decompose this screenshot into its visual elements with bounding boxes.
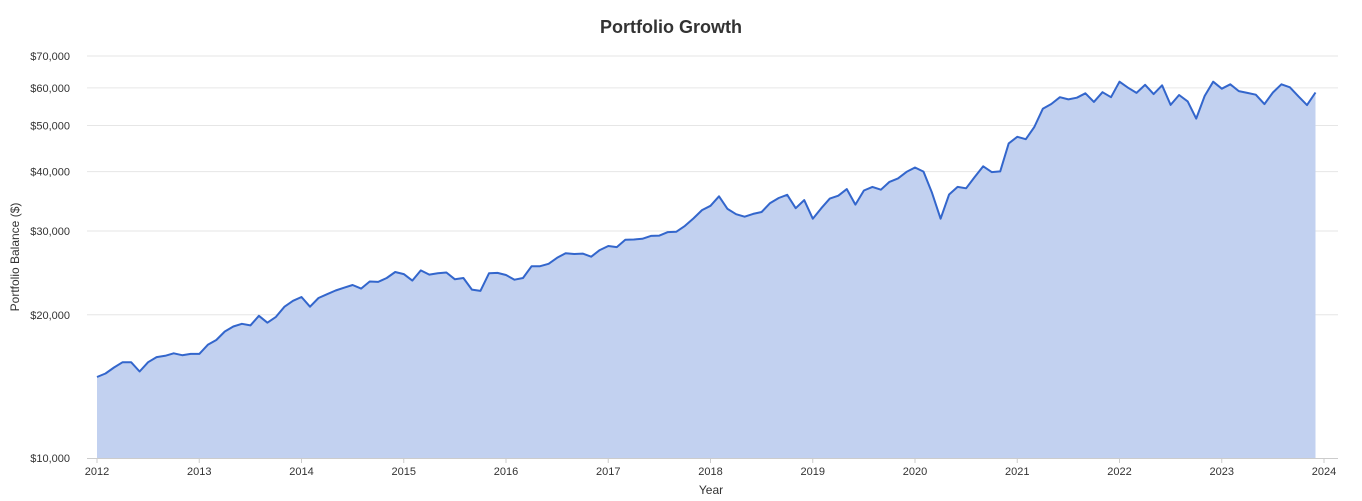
x-tick-label: 2023: [1210, 466, 1234, 478]
y-axis-ticks: $10,000 $20,000 $30,000 $40,000 $50,000 $60,0…: [30, 51, 70, 465]
portfolio-balance-line: [96, 80, 1317, 378]
chart-title: Portfolio Growth: [600, 17, 742, 37]
x-tick-label: 2020: [903, 466, 927, 478]
x-tick-label: 2016: [494, 466, 518, 478]
y-tick-label: $10,000: [30, 453, 70, 465]
portfolio-area-fill: [97, 81, 1316, 458]
x-tick-label: 2024: [1312, 466, 1336, 478]
x-tick-label: 2022: [1107, 466, 1131, 478]
x-axis-title: Year: [699, 483, 723, 497]
y-tick-label: $60,000: [30, 83, 70, 95]
x-tick-label: 2015: [392, 466, 416, 478]
y-tick-label: $50,000: [30, 121, 70, 133]
y-axis-title: Portfolio Balance ($): [8, 203, 22, 312]
x-tick-label: 2012: [85, 466, 109, 478]
x-tick-label: 2014: [289, 466, 313, 478]
x-axis-ticks: 2012 2013 2014 2015 2016 2017 2018 2019 2020 2021…: [85, 458, 1336, 478]
x-tick-label: 2013: [187, 466, 211, 478]
x-tick-label: 2017: [596, 466, 620, 478]
x-tick-label: 2018: [698, 466, 722, 478]
y-tick-label: $70,000: [30, 51, 70, 63]
x-tick-label: 2019: [801, 466, 825, 478]
y-tick-label: $20,000: [30, 310, 70, 322]
y-tick-label: $40,000: [30, 167, 70, 179]
x-tick-label: 2021: [1005, 466, 1029, 478]
y-tick-label: $30,000: [30, 226, 70, 238]
